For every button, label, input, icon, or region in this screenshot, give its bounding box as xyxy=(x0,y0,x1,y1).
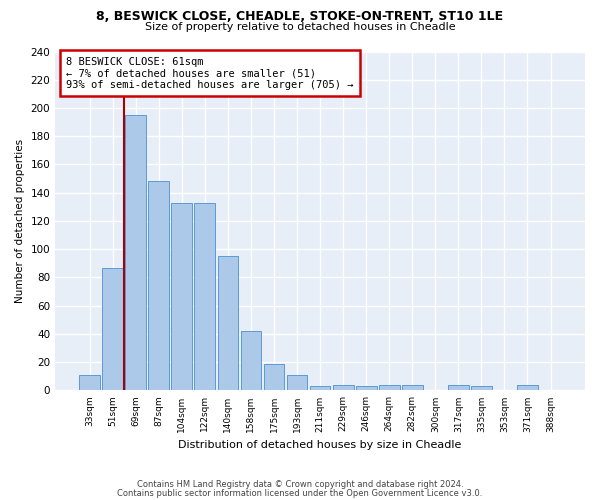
Bar xyxy=(125,115,146,390)
Y-axis label: Number of detached properties: Number of detached properties xyxy=(15,139,25,303)
Text: Size of property relative to detached houses in Cheadle: Size of property relative to detached ho… xyxy=(145,22,455,32)
Text: 8, BESWICK CLOSE, CHEADLE, STOKE-ON-TRENT, ST10 1LE: 8, BESWICK CLOSE, CHEADLE, STOKE-ON-TREN… xyxy=(97,10,503,23)
Bar xyxy=(287,375,307,390)
Bar xyxy=(402,385,422,390)
X-axis label: Distribution of detached houses by size in Cheadle: Distribution of detached houses by size … xyxy=(178,440,462,450)
Text: Contains public sector information licensed under the Open Government Licence v3: Contains public sector information licen… xyxy=(118,488,482,498)
Text: Contains HM Land Registry data © Crown copyright and database right 2024.: Contains HM Land Registry data © Crown c… xyxy=(137,480,463,489)
Bar xyxy=(333,385,353,390)
Bar xyxy=(517,385,538,390)
Bar xyxy=(310,386,331,390)
Bar xyxy=(356,386,377,390)
Bar xyxy=(194,202,215,390)
Text: 8 BESWICK CLOSE: 61sqm
← 7% of detached houses are smaller (51)
93% of semi-deta: 8 BESWICK CLOSE: 61sqm ← 7% of detached … xyxy=(66,56,353,90)
Bar xyxy=(448,385,469,390)
Bar xyxy=(241,331,262,390)
Bar xyxy=(172,202,192,390)
Bar xyxy=(379,385,400,390)
Bar xyxy=(79,375,100,390)
Bar xyxy=(148,182,169,390)
Bar xyxy=(263,364,284,390)
Bar xyxy=(102,268,123,390)
Bar xyxy=(218,256,238,390)
Bar xyxy=(471,386,492,390)
